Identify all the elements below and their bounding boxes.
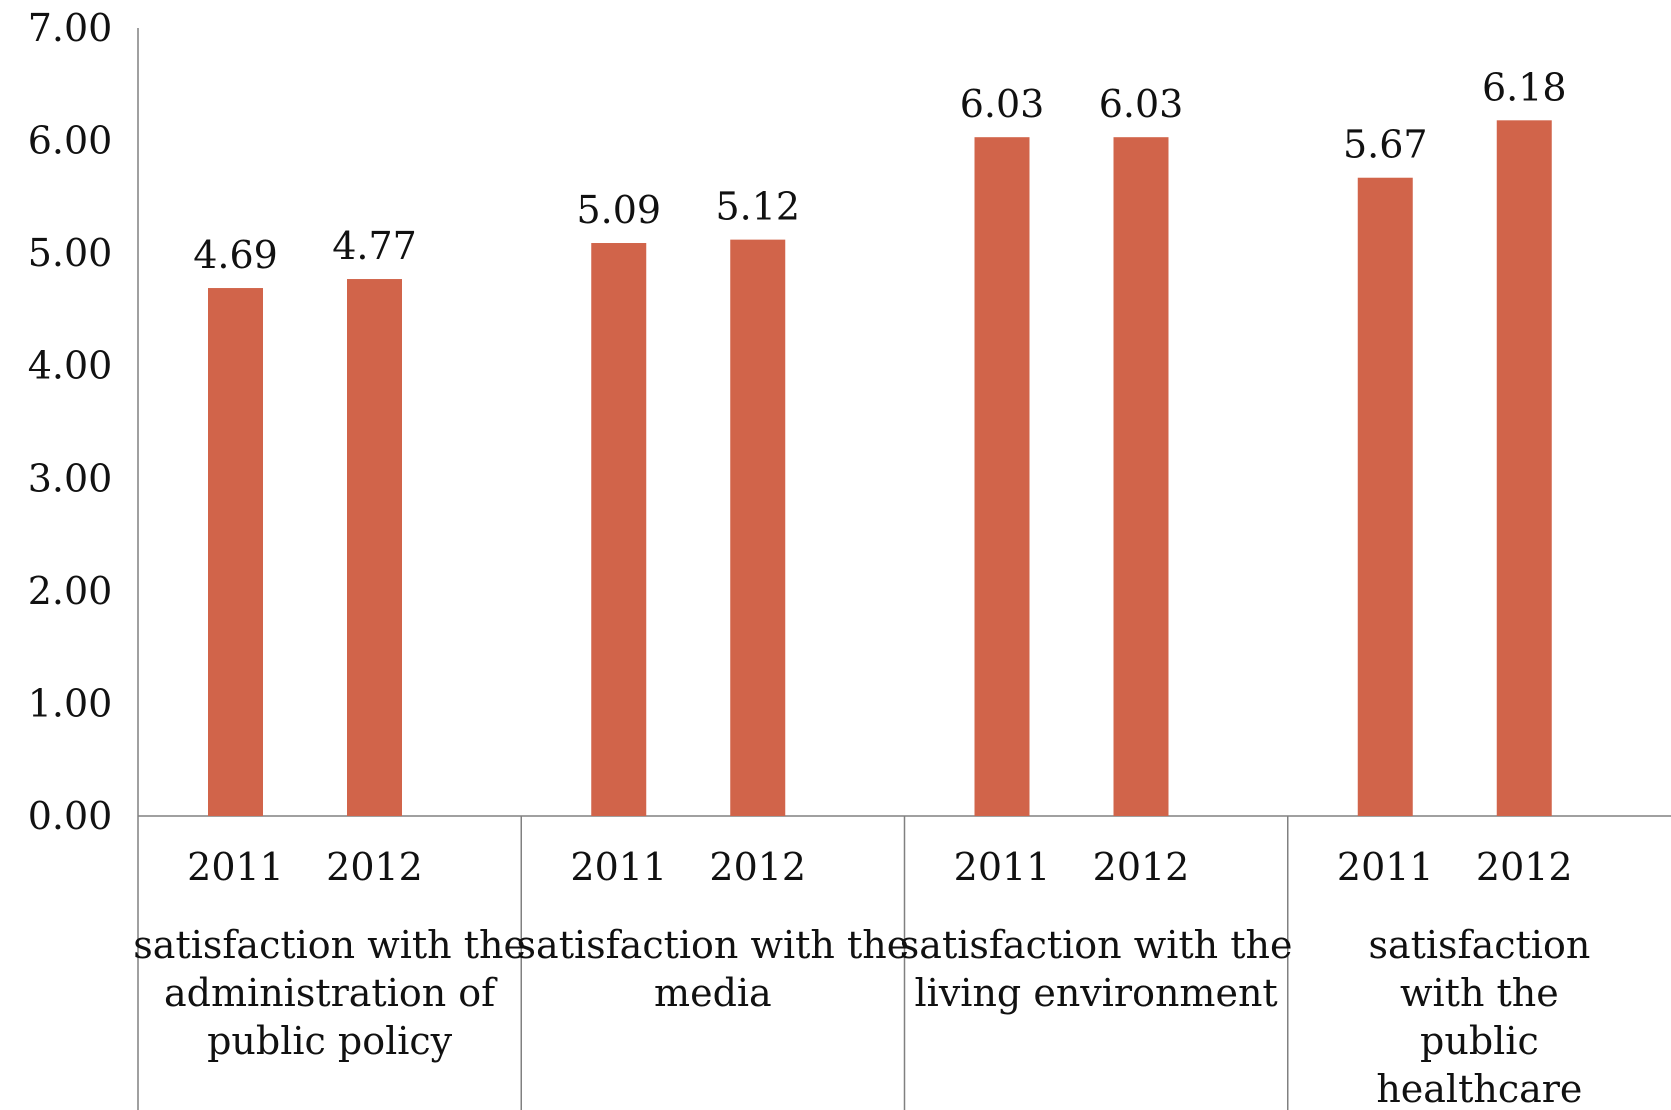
data-label: 5.12 — [715, 185, 800, 229]
category-label: living environment — [915, 971, 1278, 1015]
x-tick-label: 2012 — [1093, 845, 1190, 889]
category-label: satisfaction with the — [517, 923, 910, 967]
data-label: 4.77 — [332, 224, 417, 268]
category-label: satisfaction — [1368, 923, 1590, 967]
y-tick-label: 5.00 — [28, 231, 113, 275]
y-tick-label: 6.00 — [28, 119, 113, 163]
category-label: public policy — [207, 1019, 453, 1063]
bar — [1113, 137, 1169, 817]
category-label: administration of — [164, 971, 498, 1015]
data-label: 6.03 — [960, 82, 1045, 126]
data-label: 5.67 — [1343, 123, 1428, 167]
bar — [1357, 177, 1413, 817]
x-tick-label: 2011 — [570, 845, 667, 889]
category-label: public — [1420, 1019, 1539, 1063]
category-label: with the — [1400, 971, 1559, 1015]
category-label: satisfaction with the — [133, 923, 526, 967]
category-label: satisfaction with the — [900, 923, 1293, 967]
y-tick-label: 0.00 — [28, 794, 113, 838]
x-tick-label: 2011 — [187, 845, 284, 889]
y-tick-label: 4.00 — [28, 344, 113, 388]
x-tick-label: 2011 — [954, 845, 1051, 889]
x-tick-label: 2012 — [1476, 845, 1573, 889]
data-label: 4.69 — [193, 233, 278, 277]
y-tick-label: 2.00 — [28, 569, 113, 613]
data-label: 6.03 — [1099, 82, 1184, 126]
category-label: media — [654, 971, 772, 1015]
x-tick-label: 2012 — [709, 845, 806, 889]
data-label: 5.09 — [576, 188, 661, 232]
bar — [591, 243, 647, 817]
bar — [208, 288, 263, 816]
y-tick-label: 3.00 — [28, 456, 113, 500]
data-label: 6.18 — [1482, 65, 1567, 109]
bar — [730, 239, 786, 817]
bar — [347, 279, 402, 816]
y-tick-label: 7.00 — [28, 6, 113, 50]
x-tick-label: 2012 — [326, 845, 423, 889]
bar — [1496, 120, 1552, 816]
y-tick-label: 1.00 — [28, 681, 113, 725]
bar — [974, 137, 1030, 817]
category-label: healthcare — [1376, 1067, 1582, 1110]
x-tick-label: 2011 — [1337, 845, 1434, 889]
